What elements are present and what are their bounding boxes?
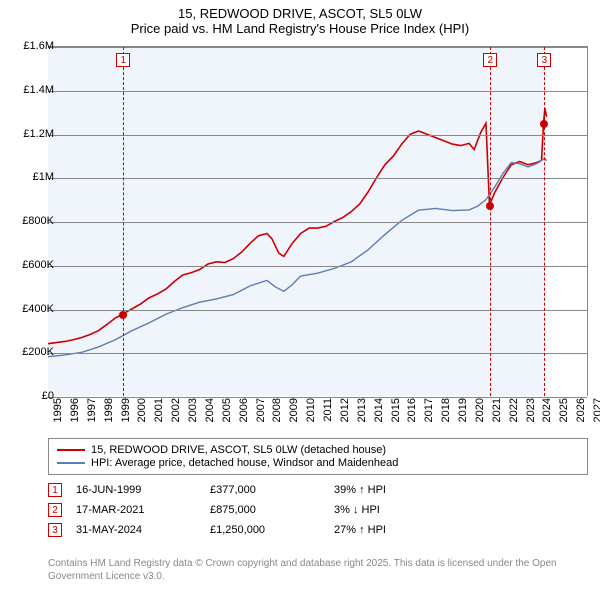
sale-marker-number: 2	[483, 53, 497, 67]
x-axis-label: 2001	[153, 398, 165, 422]
chart-legend: 15, REDWOOD DRIVE, ASCOT, SL5 0LW (detac…	[48, 438, 588, 475]
x-axis-label: 1995	[52, 398, 64, 422]
x-axis-label: 2026	[575, 398, 587, 422]
title-line-2: Price paid vs. HM Land Registry's House …	[0, 21, 600, 36]
y-gridline	[48, 178, 587, 179]
legend-item: 15, REDWOOD DRIVE, ASCOT, SL5 0LW (detac…	[57, 444, 579, 456]
sales-row-price: £377,000	[210, 484, 320, 496]
sales-row-pct: 3% ↓ HPI	[334, 504, 444, 516]
sale-marker-dot	[119, 311, 127, 319]
y-axis-label: £200K	[22, 346, 54, 358]
x-axis-label: 2002	[170, 398, 182, 422]
y-axis-label: £1M	[33, 171, 54, 183]
x-axis-label: 1998	[103, 398, 115, 422]
sale-marker-dot	[540, 120, 548, 128]
y-gridline	[48, 310, 587, 311]
x-axis-label: 2021	[491, 398, 503, 422]
sale-marker-number: 1	[116, 53, 130, 67]
y-axis-label: £1.2M	[23, 128, 54, 140]
sales-row-number: 3	[48, 523, 62, 537]
legend-swatch	[57, 462, 85, 464]
y-axis-label: £400K	[22, 303, 54, 315]
x-axis-label: 2018	[440, 398, 452, 422]
sales-row: 1 16-JUN-1999 £377,000 39% ↑ HPI	[48, 480, 588, 500]
chart-title-block: 15, REDWOOD DRIVE, ASCOT, SL5 0LW Price …	[0, 0, 600, 38]
sales-row-date: 17-MAR-2021	[76, 504, 196, 516]
x-axis-label: 2011	[322, 398, 334, 422]
x-axis-label: 2022	[508, 398, 520, 422]
x-axis-label: 2024	[541, 398, 553, 422]
x-axis-label: 1996	[69, 398, 81, 422]
x-axis-label: 2020	[474, 398, 486, 422]
x-axis-label: 2004	[204, 398, 216, 422]
y-gridline	[48, 91, 587, 92]
sale-marker-dot	[486, 202, 494, 210]
y-gridline	[48, 222, 587, 223]
sales-row-number: 2	[48, 503, 62, 517]
x-axis-label: 2027	[592, 398, 600, 422]
x-axis-label: 2023	[525, 398, 537, 422]
y-gridline	[48, 353, 587, 354]
y-axis-label: £1.4M	[23, 84, 54, 96]
y-axis-label: £600K	[22, 259, 54, 271]
sales-row: 2 17-MAR-2021 £875,000 3% ↓ HPI	[48, 500, 588, 520]
x-axis-label: 2017	[423, 398, 435, 422]
sales-row-pct: 39% ↑ HPI	[334, 484, 444, 496]
x-axis-label: 2010	[305, 398, 317, 422]
x-axis-label: 2016	[406, 398, 418, 422]
x-axis-label: 2000	[136, 398, 148, 422]
x-axis-label: 2008	[271, 398, 283, 422]
x-axis-label: 2012	[339, 398, 351, 422]
sale-marker-line	[490, 47, 491, 396]
x-axis-label: 2014	[373, 398, 385, 422]
sales-row-number: 1	[48, 483, 62, 497]
sales-row-price: £875,000	[210, 504, 320, 516]
x-axis-label: 2005	[221, 398, 233, 422]
chart-plot-area: 1 2 3	[48, 46, 588, 396]
y-gridline	[48, 47, 587, 48]
sales-row-price: £1,250,000	[210, 524, 320, 536]
attribution-text: Contains HM Land Registry data © Crown c…	[48, 558, 588, 583]
y-axis-label: £800K	[22, 215, 54, 227]
legend-item: HPI: Average price, detached house, Wind…	[57, 457, 579, 469]
x-axis-label: 1999	[120, 398, 132, 422]
sales-row-date: 31-MAY-2024	[76, 524, 196, 536]
x-axis-label: 2015	[390, 398, 402, 422]
legend-label: HPI: Average price, detached house, Wind…	[91, 457, 398, 469]
legend-swatch	[57, 449, 85, 451]
sales-row-date: 16-JUN-1999	[76, 484, 196, 496]
x-axis-label: 2019	[457, 398, 469, 422]
sales-row: 3 31-MAY-2024 £1,250,000 27% ↑ HPI	[48, 520, 588, 540]
sale-marker-number: 3	[537, 53, 551, 67]
x-axis-label: 2006	[238, 398, 250, 422]
x-axis-label: 2025	[558, 398, 570, 422]
sale-marker-line	[123, 47, 124, 396]
legend-label: 15, REDWOOD DRIVE, ASCOT, SL5 0LW (detac…	[91, 444, 386, 456]
y-gridline	[48, 135, 587, 136]
y-gridline	[48, 266, 587, 267]
sales-table: 1 16-JUN-1999 £377,000 39% ↑ HPI 2 17-MAR-202…	[48, 480, 588, 540]
x-axis-label: 2013	[356, 398, 368, 422]
sales-row-pct: 27% ↑ HPI	[334, 524, 444, 536]
x-axis-label: 2007	[255, 398, 267, 422]
x-axis-label: 1997	[86, 398, 98, 422]
title-line-1: 15, REDWOOD DRIVE, ASCOT, SL5 0LW	[0, 6, 600, 21]
x-axis-label: 2003	[187, 398, 199, 422]
sale-marker-line	[544, 47, 545, 396]
x-axis-label: 2009	[288, 398, 300, 422]
y-axis-label: £1.6M	[23, 40, 54, 52]
